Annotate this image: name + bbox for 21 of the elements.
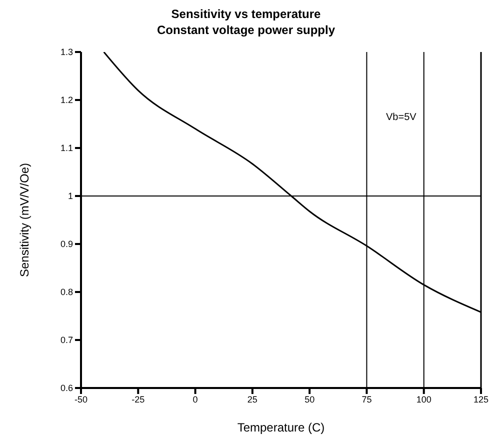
y-tick-label: 1.2	[60, 95, 73, 106]
y-tick-label: 0.7	[60, 335, 73, 346]
chart-title: Sensitivity vs temperature	[170, 6, 322, 22]
y-tick-label: 0.9	[60, 239, 73, 250]
annotation: Vb=5V	[386, 112, 416, 123]
x-axis-title: Temperature (C)	[237, 420, 325, 435]
y-tick-label: 0.6	[60, 383, 73, 394]
x-tick-label: 100	[416, 394, 432, 404]
y-axis-title: Sensitivity (mV/V/Oe)	[17, 162, 32, 278]
x-tick-label: 50	[304, 394, 315, 404]
x-tick-label: -50	[74, 394, 88, 404]
x-tick-label: 0	[192, 394, 198, 404]
y-tick-label: 1.1	[60, 143, 73, 154]
x-tick-label: 125	[473, 394, 489, 404]
y-tick-label: 1	[68, 191, 73, 202]
y-tick-label: 1.3	[60, 47, 73, 58]
chart-subtitle: Constant voltage power supply	[156, 22, 336, 38]
y-tick-label: 0.8	[60, 287, 73, 298]
x-tick-label: 75	[362, 394, 372, 404]
x-tick-label: 25	[247, 394, 258, 404]
x-tick-label: -25	[132, 394, 145, 404]
